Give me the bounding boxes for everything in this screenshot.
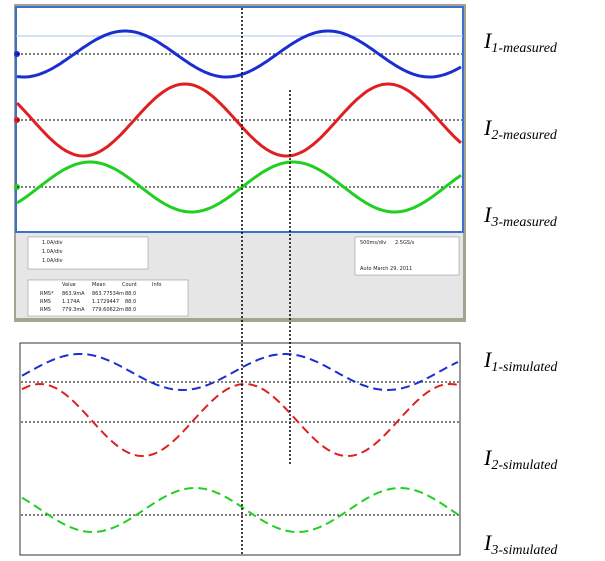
date: Auto March 29, 2011	[360, 266, 412, 272]
table-cell: 863.77534m	[92, 291, 124, 297]
wave-label: I3-measured	[483, 202, 558, 230]
table-cell: 88.0	[125, 299, 136, 305]
timebase: 500ms/div	[360, 240, 386, 246]
rate: 2.5GS/s	[395, 240, 415, 246]
wave-label: I1-simulated	[483, 347, 558, 375]
label-sub: 2-simulated	[491, 458, 558, 473]
channel-label: 1.0A/div	[42, 258, 63, 264]
channel-label: 1.0A/div	[42, 240, 63, 246]
table-header: Mean	[92, 282, 106, 288]
label-sub: 2-measured	[491, 128, 558, 143]
label-sub: 1-measured	[491, 41, 558, 56]
wave-label: I2-measured	[483, 115, 558, 143]
table-cell: 1.174A	[62, 299, 80, 305]
label-sub: 3-measured	[490, 215, 558, 230]
wave-label: I1-measured	[483, 28, 558, 56]
wave-label: I2-simulated	[483, 445, 558, 473]
scope-screen	[16, 7, 463, 232]
wave-label: I3-simulated	[483, 530, 558, 558]
label-sub: 1-simulated	[491, 360, 558, 375]
table-cell: 88.0	[125, 307, 136, 313]
table-header: Info	[152, 282, 161, 288]
channel-label: 1.0A/div	[42, 249, 63, 255]
figure: I1-measured I2-measured I3-measured I1-simu…	[0, 0, 605, 561]
table-cell: 1.1729447	[92, 299, 119, 305]
table-cell: 779.60622m	[92, 307, 124, 313]
table-header: Count	[122, 282, 137, 288]
label-sub: 3-simulated	[490, 543, 558, 558]
table-cell: RMS*	[40, 291, 54, 297]
labels: I1-measured I2-measured I3-measured I1-simu…	[483, 28, 558, 558]
table-cell: RMS	[40, 299, 51, 305]
table-header: Value	[62, 282, 76, 288]
table-cell: 88.0	[125, 291, 136, 297]
table-cell: 779.3mA	[62, 307, 85, 313]
sim-frame	[20, 343, 460, 555]
table-cell: 863.9mA	[62, 291, 85, 297]
table-cell: RMS	[40, 307, 51, 313]
page: I1-measured I2-measured I3-measured I1-simu…	[0, 0, 605, 561]
